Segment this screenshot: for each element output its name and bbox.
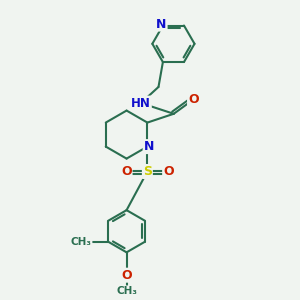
Text: HN: HN <box>131 97 151 110</box>
Text: O: O <box>121 269 132 282</box>
Text: O: O <box>163 165 174 178</box>
Text: S: S <box>143 165 152 178</box>
Text: O: O <box>188 93 199 106</box>
Text: N: N <box>144 140 154 153</box>
Text: N: N <box>156 18 167 31</box>
Text: O: O <box>121 165 132 178</box>
Text: CH₃: CH₃ <box>116 286 137 296</box>
Text: CH₃: CH₃ <box>70 237 92 247</box>
